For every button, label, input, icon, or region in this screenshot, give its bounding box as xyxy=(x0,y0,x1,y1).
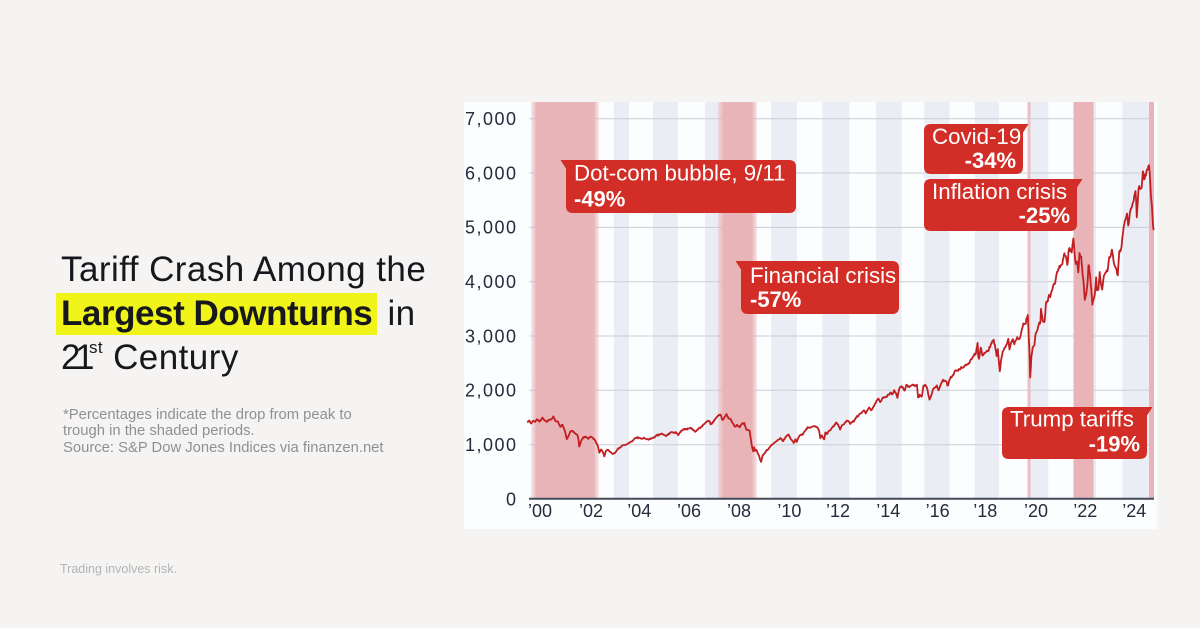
svg-text:-34%: -34% xyxy=(965,148,1016,173)
svg-text:5,000: 5,000 xyxy=(465,218,518,238)
svg-text:0: 0 xyxy=(506,489,518,509)
svg-text:’02: ’02 xyxy=(579,501,603,521)
svg-text:’06: ’06 xyxy=(677,501,701,521)
svg-text:1,000: 1,000 xyxy=(465,435,518,455)
svg-text:Covid-19: Covid-19 xyxy=(932,124,1021,149)
svg-text:-57%: -57% xyxy=(750,287,801,312)
svg-text:6,000: 6,000 xyxy=(465,163,518,183)
svg-text:’14: ’14 xyxy=(876,501,900,521)
svg-text:7,000: 7,000 xyxy=(465,109,518,129)
svg-text:’16: ’16 xyxy=(926,501,950,521)
svg-text:’08: ’08 xyxy=(727,501,751,521)
svg-text:Dot-com bubble, 9/11: Dot-com bubble, 9/11 xyxy=(574,161,786,186)
svg-text:Inflation crisis: Inflation crisis xyxy=(932,179,1067,204)
svg-text:-25%: -25% xyxy=(1019,203,1070,228)
svg-text:’18: ’18 xyxy=(973,501,997,521)
svg-text:4,000: 4,000 xyxy=(465,272,518,292)
svg-text:-19%: -19% xyxy=(1089,432,1140,457)
svg-text:-49%: -49% xyxy=(574,187,625,212)
svg-text:’12: ’12 xyxy=(826,501,850,521)
svg-text:’20: ’20 xyxy=(1024,501,1048,521)
svg-text:’22: ’22 xyxy=(1073,501,1097,521)
svg-text:’00: ’00 xyxy=(528,501,552,521)
svg-text:’04: ’04 xyxy=(627,501,651,521)
svg-text:’24: ’24 xyxy=(1122,501,1146,521)
svg-text:2,000: 2,000 xyxy=(465,381,518,401)
svg-text:’10: ’10 xyxy=(777,501,801,521)
svg-text:3,000: 3,000 xyxy=(465,326,518,346)
svg-text:Trump tariffs: Trump tariffs xyxy=(1010,407,1134,432)
svg-text:Financial crisis: Financial crisis xyxy=(750,263,896,288)
